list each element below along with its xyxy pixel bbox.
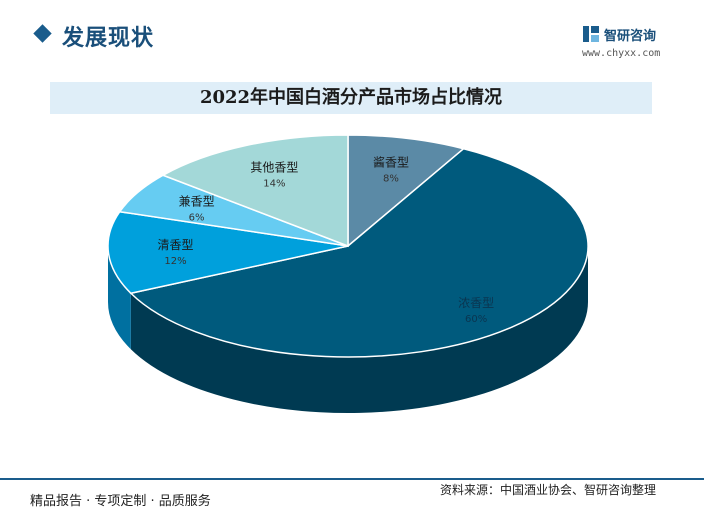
- chart-title: 2022年中国白酒分产品市场占比情况: [199, 87, 503, 108]
- slice-value-0: 8%: [383, 174, 399, 185]
- source-note: 资料来源：中国酒业协会、智研咨询整理: [440, 483, 657, 497]
- slice-label-2: 清香型: [158, 238, 194, 252]
- footer-slogan: 精品报告 · 专项定制 · 品质服务: [30, 494, 211, 509]
- slice-label-1: 浓香型: [458, 296, 494, 310]
- pie-chart: 酱香型 8% 浓香型 60% 清香型 12% 兼香型 6% 其他香型 14%: [107, 134, 589, 413]
- slice-label-3: 兼香型: [179, 194, 215, 208]
- slice-value-4: 14%: [263, 179, 285, 190]
- slice-label-0: 酱香型: [373, 155, 409, 170]
- brand-logo: 智研咨询 www.chyxx.com: [582, 22, 692, 62]
- slice-label-4: 其他香型: [250, 161, 298, 175]
- brand-mark-icon: [583, 26, 599, 42]
- header: 发展现状 智研咨询 www.chyxx.com: [0, 0, 704, 60]
- pie-slice-4: [161, 134, 349, 248]
- slice-value-3: 6%: [189, 212, 205, 223]
- pie-slice-0: [347, 134, 466, 248]
- footer-divider: [0, 478, 704, 480]
- slice-value-1: 60%: [465, 314, 487, 325]
- brand-url: www.chyxx.com: [582, 48, 661, 59]
- slice-value-2: 12%: [164, 256, 186, 267]
- pie-side-1: [130, 246, 589, 413]
- chart-title-band: 2022年中国白酒分产品市场占比情况: [50, 82, 652, 114]
- diamond-bullet-icon: [33, 24, 52, 43]
- brand-name: 智研咨询: [604, 29, 657, 44]
- section-title: 发展现状: [62, 26, 155, 51]
- pie-slice-2: [107, 210, 349, 295]
- pie-slice-1: [129, 147, 589, 358]
